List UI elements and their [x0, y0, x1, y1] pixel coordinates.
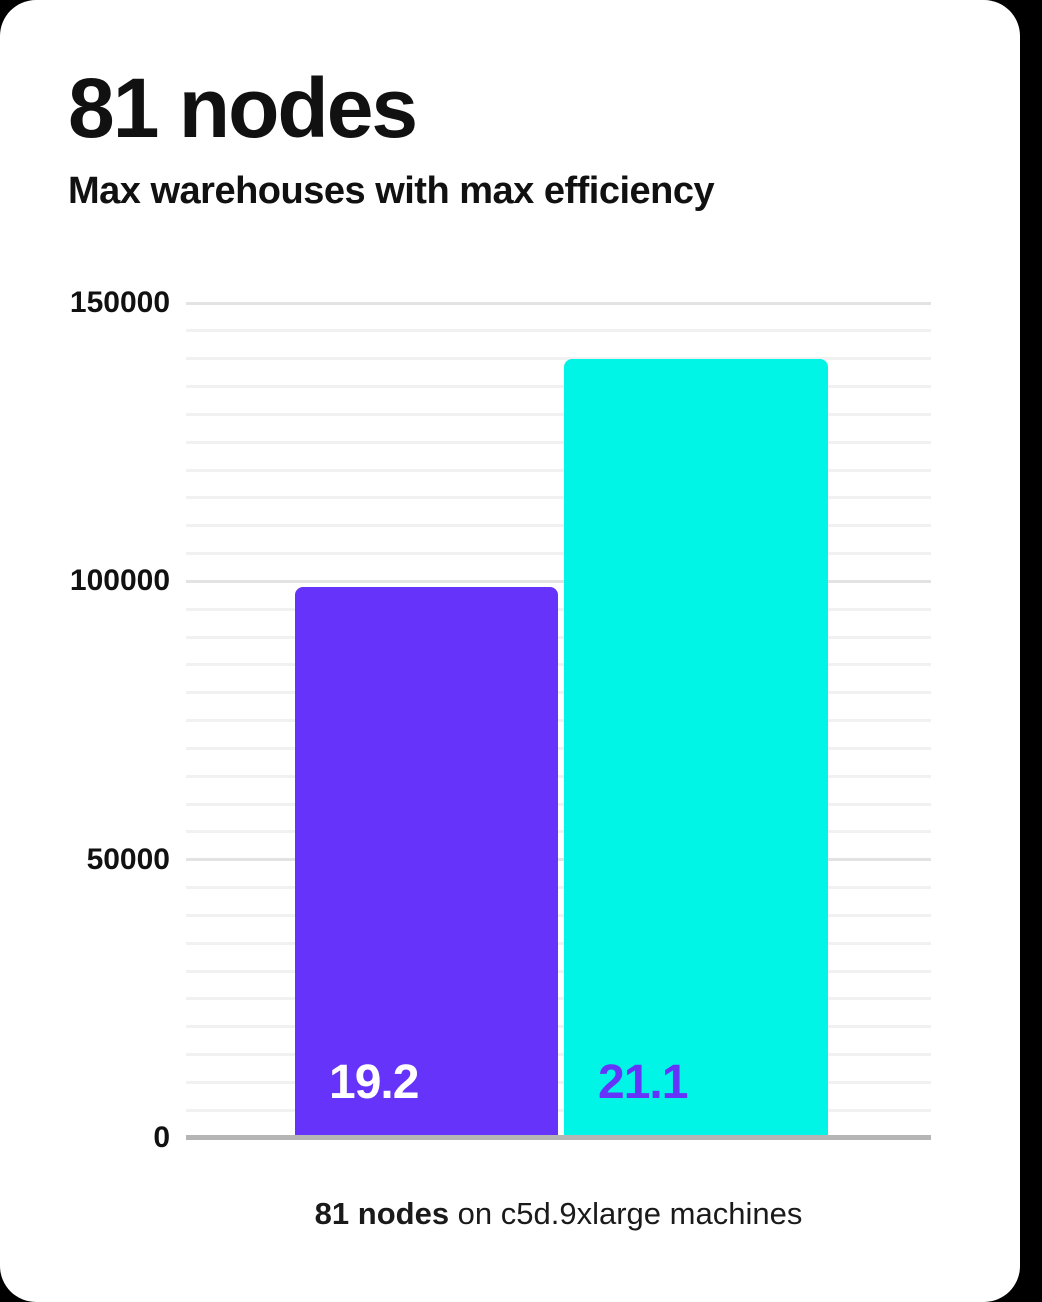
minor-gridline	[186, 969, 931, 973]
minor-gridline	[186, 412, 931, 416]
minor-gridline	[186, 719, 931, 722]
bar-value-label: 21.1	[598, 1056, 688, 1109]
chart-card: 81 nodes Max warehouses with max efficie…	[0, 0, 1020, 1302]
minor-gridline	[186, 1108, 931, 1112]
minor-gridline	[186, 524, 931, 528]
minor-gridline	[186, 635, 931, 639]
chart-footnote: 81 nodes on c5d.9xlarge machines	[186, 1196, 931, 1232]
y-tick-label: 150000	[69, 286, 170, 319]
page-subtitle: Max warehouses with max efficiency	[68, 170, 715, 212]
minor-gridline	[186, 440, 931, 444]
bar-chart: 0 50000 100000 150000 19.2 21.1	[0, 286, 931, 1154]
minor-gridline	[186, 746, 931, 750]
minor-gridline	[186, 1053, 931, 1056]
y-tick-label: 0	[153, 1121, 170, 1154]
minor-gridline	[186, 496, 931, 500]
minor-gridline	[186, 830, 931, 834]
minor-gridline	[186, 913, 931, 917]
minor-gridline	[186, 886, 931, 889]
bar-value-label: 19.2	[329, 1056, 419, 1109]
y-tick-label: 50000	[86, 842, 170, 876]
major-gridline	[186, 579, 931, 583]
minor-gridline	[186, 385, 931, 388]
minor-gridline	[186, 329, 931, 333]
major-gridline	[186, 858, 931, 862]
footnote-regular-text: on c5d.9xlarge machines	[449, 1196, 803, 1231]
minor-gridline	[186, 357, 931, 361]
minor-gridline	[186, 1025, 931, 1029]
x-axis-baseline	[186, 1135, 931, 1140]
minor-gridline	[186, 663, 931, 667]
minor-gridline	[186, 997, 931, 1001]
page-title: 81 nodes	[68, 61, 418, 155]
minor-gridline	[186, 468, 931, 472]
footnote-bold-text: 81 nodes	[314, 1196, 450, 1231]
minor-gridline	[186, 802, 931, 806]
minor-gridline	[186, 607, 931, 611]
plot-area: 19.2 21.1	[186, 301, 931, 1140]
minor-gridline	[186, 1080, 931, 1084]
major-gridline	[186, 301, 931, 305]
y-axis: 0 50000 100000 150000	[0, 286, 170, 1154]
bar-1: 19.2	[295, 586, 558, 1138]
minor-gridline	[186, 691, 931, 695]
minor-gridline	[186, 941, 931, 945]
minor-gridline	[186, 774, 931, 778]
minor-gridline	[186, 552, 931, 555]
y-tick-label: 100000	[69, 564, 170, 598]
bar-2: 21.1	[564, 358, 828, 1138]
